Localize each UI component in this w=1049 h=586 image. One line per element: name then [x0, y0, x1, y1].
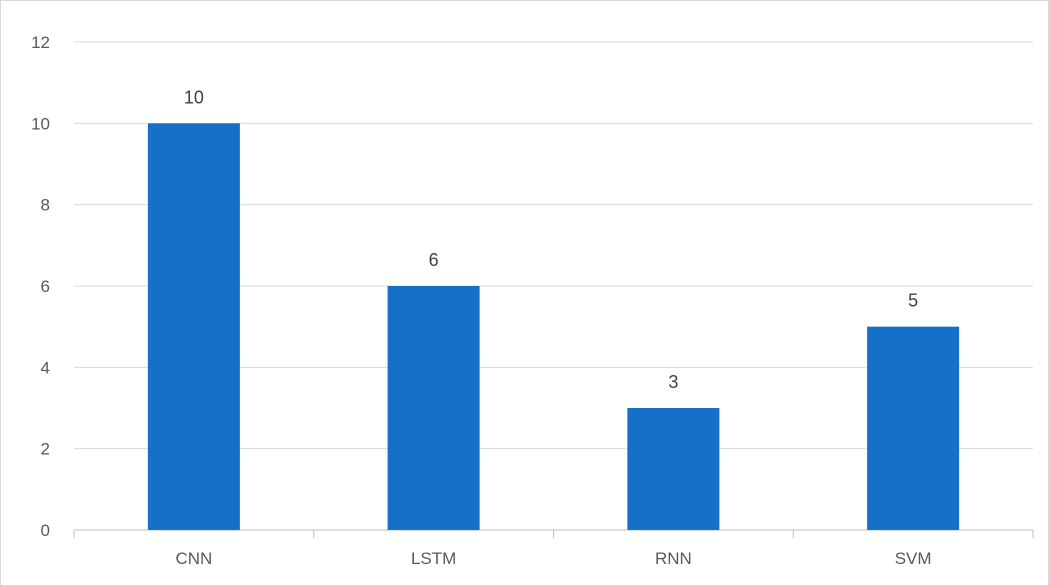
y-tick-label: 10 — [31, 114, 50, 133]
axes — [73, 529, 1034, 538]
data-label: 5 — [908, 291, 918, 311]
data-label: 6 — [429, 250, 439, 270]
data-label: 10 — [184, 87, 204, 107]
x-tick-label: CNN — [175, 549, 212, 568]
y-tick-label: 8 — [41, 196, 50, 215]
bar-cnn — [147, 123, 240, 530]
y-tick-label: 6 — [41, 277, 50, 296]
y-tick-label: 4 — [41, 358, 50, 377]
y-tick-label: 12 — [31, 33, 50, 52]
y-tick-label: 0 — [41, 521, 50, 540]
bar-svm — [867, 326, 960, 530]
x-tick-label: SVM — [895, 549, 932, 568]
x-tick-label: RNN — [655, 549, 692, 568]
x-tick-label: LSTM — [411, 549, 456, 568]
bar-rnn — [627, 408, 720, 530]
bar-lstm — [387, 286, 480, 530]
y-tick-label: 2 — [41, 440, 50, 459]
data-label: 3 — [668, 372, 678, 392]
labels: 0 2 4 6 8 10 12 10 CNN 6 LSTM 3 RNN 5 SVM — [31, 33, 931, 568]
bars — [147, 123, 960, 530]
